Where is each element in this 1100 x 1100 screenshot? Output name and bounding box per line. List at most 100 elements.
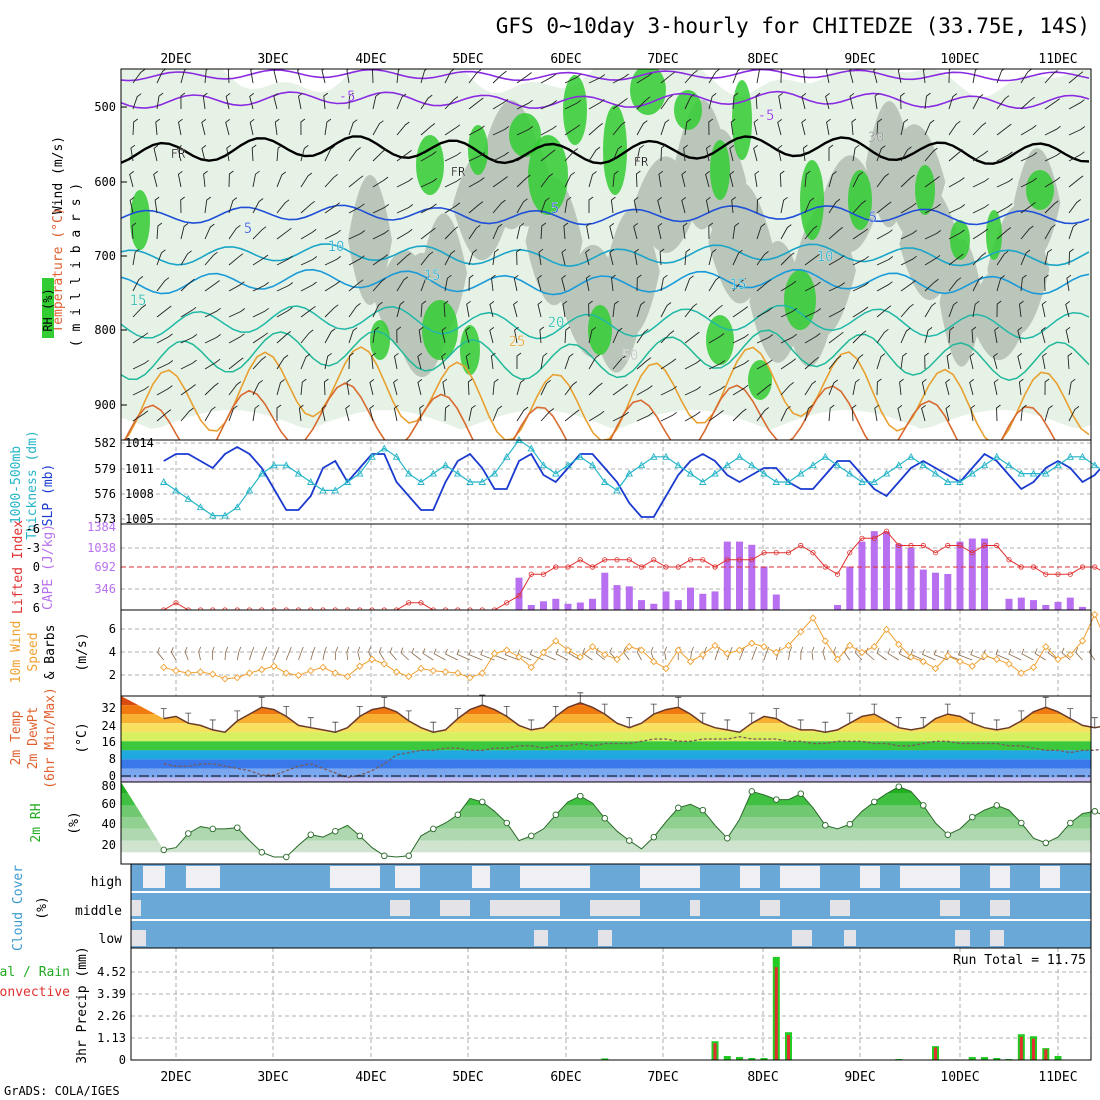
wind-speed-marker (968, 662, 976, 670)
wind-barb (516, 198, 528, 214)
wind-barb (420, 227, 436, 240)
wind-barb (348, 92, 354, 110)
rh-band (121, 828, 1091, 841)
cape-bar (1005, 598, 1013, 610)
date-label: 5DEC (452, 1070, 483, 1085)
cloud-gap (131, 930, 146, 946)
cape-bar (1030, 600, 1037, 610)
wind-speed-marker (1066, 651, 1074, 659)
wind-barb (874, 404, 880, 422)
wind10m-label: 10m Wind (9, 621, 24, 684)
thickness-marker (992, 452, 1001, 460)
cape-bar (736, 541, 743, 610)
tick-label: 500 (94, 100, 116, 114)
wind-barb (924, 254, 941, 266)
wind-barb (756, 407, 769, 422)
tick-label: 2 (109, 668, 116, 682)
contour-label: 30 (868, 130, 885, 146)
wind10m-barb (664, 646, 667, 661)
tick-label: 40 (102, 817, 116, 831)
wind-barb (492, 405, 503, 422)
date-label: 6DEC (550, 1070, 581, 1085)
wind-barb (324, 352, 332, 370)
contour-label: 5 (551, 201, 559, 217)
cloud-level-high: high (91, 875, 122, 890)
thickness-marker (1054, 461, 1062, 469)
wind-barb (636, 301, 646, 318)
rh-shading-grey (348, 99, 1061, 378)
wind-barb (468, 404, 476, 422)
wind10m-barb (236, 646, 242, 661)
wind-barb (828, 404, 835, 422)
thickness-marker (968, 469, 977, 477)
wind-barb (300, 172, 313, 188)
wind-speed-markers (160, 610, 1099, 683)
thickness-marker (760, 469, 768, 477)
thickness-marker (772, 478, 781, 485)
rh-green-blob (130, 190, 150, 250)
rh-marker (234, 824, 241, 831)
wind-barb (900, 174, 915, 188)
thickness-marker (796, 469, 805, 477)
wind-barb (516, 379, 525, 396)
cape-bar (846, 566, 854, 610)
thickness-marker (1029, 469, 1038, 477)
wind-barb (442, 378, 448, 396)
wind-speed-axis: 6 4 2 (109, 622, 116, 682)
wind-barb (564, 99, 581, 110)
convective-bar (787, 1035, 790, 1060)
wind-barb (132, 276, 144, 292)
contour-label: FR (634, 155, 649, 169)
cape-bar (552, 598, 560, 610)
wind-barb (490, 352, 496, 370)
wind-barb (852, 378, 860, 396)
wind10m-barb (211, 646, 215, 661)
li-marker (798, 542, 804, 549)
wind-barb (204, 280, 220, 292)
wind-barb (346, 378, 352, 396)
thickness-marker (625, 469, 634, 477)
wind-barb (180, 69, 188, 84)
wind-barb (132, 304, 147, 318)
wind-barb (1044, 98, 1060, 110)
cape-bar (625, 586, 633, 610)
wind-barb (348, 230, 366, 240)
wind10m-barb (224, 646, 229, 661)
wind-barb (708, 410, 724, 422)
minmax-marker (552, 705, 559, 717)
thickness-marker (613, 486, 621, 494)
wind-barb (225, 119, 230, 136)
wind-barb (804, 380, 817, 396)
cape-bar (1042, 605, 1050, 610)
wind-barb (708, 276, 721, 292)
minmax-marker (822, 721, 829, 733)
wind-barb (876, 118, 883, 136)
wind-barb (252, 198, 264, 214)
wind10m-barb (1021, 648, 1034, 661)
contour-labels: -5 -5 FR FR FR 5 5 5 10 10 15 15 15 20 25 30 50 (129, 89, 885, 364)
precip-axis: 4.52 3.39 2.26 1.13 0 (97, 965, 126, 1067)
wind-barb (540, 408, 555, 422)
thickness-marker (245, 486, 254, 494)
precip-bar (748, 1058, 756, 1060)
cloud-gap (740, 866, 760, 888)
wind-barb (348, 175, 364, 188)
wind-barb (345, 405, 350, 422)
wind-barb (468, 201, 484, 214)
wind10m-barb (411, 647, 422, 661)
wind-barb (1041, 300, 1047, 318)
wind-barb (228, 308, 246, 318)
wind10m-barb (310, 646, 316, 661)
wind-barb (924, 327, 933, 344)
wind-barb (684, 69, 698, 84)
wind-barb (204, 196, 211, 214)
wind-barb (996, 95, 1010, 110)
wind-barb (300, 378, 307, 396)
wind-barb (564, 196, 572, 214)
rh-green-blob (915, 165, 935, 215)
isotherm-line (121, 243, 1090, 268)
wind-barb (132, 93, 142, 110)
wind-barb (612, 411, 629, 422)
wind-barb (732, 333, 749, 344)
minmax-marker (307, 717, 314, 728)
